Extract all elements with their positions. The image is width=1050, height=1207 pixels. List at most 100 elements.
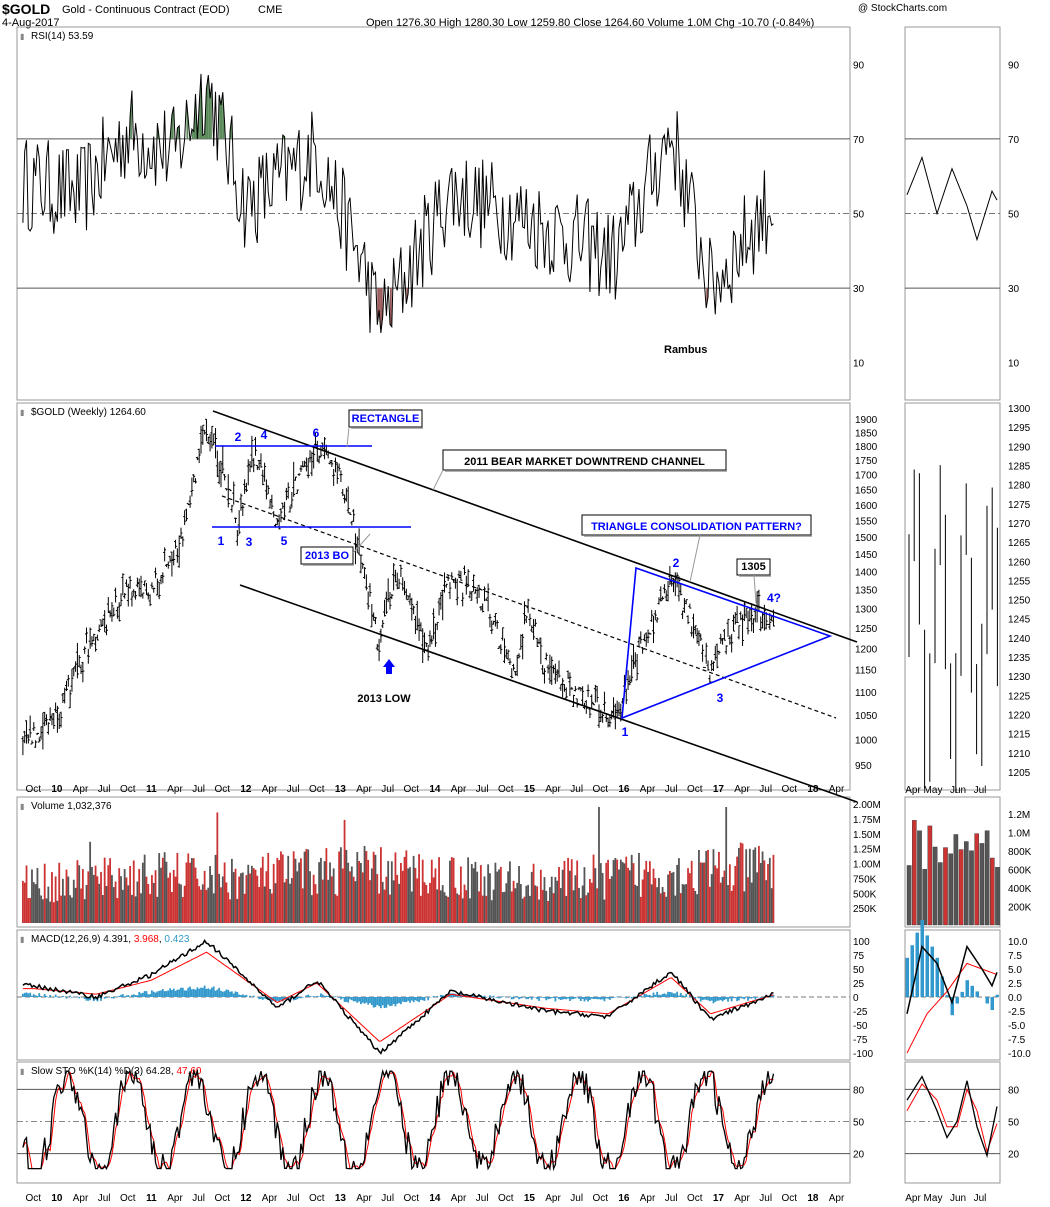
macd-hist-bar bbox=[541, 997, 544, 998]
macd-hist-bar bbox=[698, 997, 700, 999]
volume-bar bbox=[518, 866, 520, 923]
macd-hist-bar bbox=[598, 997, 600, 1000]
macd-hist-bar bbox=[350, 997, 353, 1001]
volume-bar bbox=[283, 882, 286, 923]
volume-bar bbox=[712, 849, 715, 923]
volume-bar bbox=[752, 849, 755, 923]
macd-tick: 25 bbox=[853, 979, 865, 990]
macd-hist-bar bbox=[676, 991, 679, 997]
volume-bar bbox=[212, 893, 215, 923]
volume-bar bbox=[40, 895, 42, 923]
macd-side-hist bbox=[910, 945, 914, 997]
volume-bar bbox=[494, 862, 497, 923]
macd-side-tick: -2.5 bbox=[1008, 1007, 1026, 1018]
price-x-label: Oct bbox=[593, 784, 609, 795]
sto-icon: ▮ bbox=[20, 1067, 24, 1076]
price-tick: 1600 bbox=[855, 501, 878, 512]
volume-bar bbox=[198, 886, 201, 923]
macd-hist-bar bbox=[390, 997, 393, 1006]
macd-hist-bar bbox=[498, 997, 500, 999]
volume-bar bbox=[31, 869, 33, 923]
macd-hist-bar bbox=[396, 997, 399, 1004]
macd-hist-bar bbox=[370, 997, 373, 1005]
volume-bar bbox=[125, 877, 128, 923]
price-x-label: Jul bbox=[287, 784, 300, 795]
volume-bar bbox=[171, 891, 173, 923]
macd-hist-bar bbox=[590, 997, 593, 999]
volume-bar bbox=[111, 875, 113, 923]
macd-hist-bar bbox=[136, 995, 139, 997]
macd-hist-bar bbox=[167, 990, 170, 997]
macd-hist-bar bbox=[296, 997, 299, 1000]
price-x-label: 17 bbox=[713, 784, 725, 795]
sto-tick: 80 bbox=[853, 1085, 865, 1096]
sto-x-label: 13 bbox=[335, 1193, 347, 1204]
volume-bar bbox=[516, 882, 519, 923]
volume-bar bbox=[54, 876, 57, 923]
volume-side-bar bbox=[906, 865, 912, 926]
volume-side-tick: 600K bbox=[1008, 866, 1032, 877]
macd-hist-bar bbox=[105, 997, 108, 999]
volume-bar bbox=[439, 890, 442, 923]
volume-bar bbox=[294, 858, 297, 923]
triangle-pointer bbox=[689, 534, 701, 583]
volume-tick: 250K bbox=[853, 904, 877, 915]
volume-bar bbox=[489, 873, 491, 923]
macd-side-hist bbox=[935, 957, 939, 997]
volume-bar bbox=[643, 869, 646, 923]
rsi-line bbox=[22, 73, 774, 333]
macd-hist-bar bbox=[131, 994, 133, 997]
macd-hist-bar bbox=[741, 997, 744, 999]
macd-hist-bar bbox=[320, 993, 322, 997]
macd-hist-bar bbox=[409, 997, 411, 1003]
macd-hist-bar bbox=[679, 992, 682, 997]
volume-bar bbox=[676, 864, 679, 923]
sto-d-line bbox=[22, 1070, 774, 1170]
macd-hist-bar bbox=[54, 994, 57, 997]
macd-hist-bar bbox=[563, 997, 566, 1000]
volume-bar bbox=[550, 876, 553, 923]
volume-side-bar bbox=[927, 825, 933, 926]
price-tick: 1500 bbox=[855, 533, 878, 544]
macd-hist-bar bbox=[232, 993, 235, 997]
volume-bar bbox=[688, 873, 691, 923]
volume-bar bbox=[728, 864, 731, 923]
volume-bar bbox=[719, 882, 722, 923]
macd-hist-bar bbox=[210, 987, 213, 997]
volume-bar bbox=[301, 888, 304, 923]
volume-bar bbox=[636, 885, 639, 923]
volume-bar bbox=[745, 849, 748, 923]
macd-hist-bar bbox=[367, 997, 370, 1005]
p1305-pointer bbox=[753, 574, 757, 604]
volume-bar bbox=[154, 870, 157, 923]
macd-hist-bar bbox=[249, 995, 251, 997]
volume-side-bar bbox=[958, 849, 964, 926]
volume-bar bbox=[630, 854, 633, 923]
macd-hist-bar bbox=[585, 997, 588, 1000]
sto-x-label: Oct bbox=[498, 1193, 514, 1204]
volume-bar bbox=[398, 883, 400, 923]
volume-bar bbox=[541, 889, 544, 923]
volume-bar bbox=[100, 871, 102, 923]
volume-bar bbox=[690, 860, 693, 923]
volume-bar bbox=[628, 870, 631, 923]
macd-hist-bar bbox=[172, 988, 175, 997]
price-x-label: Oct bbox=[26, 784, 42, 795]
macd-hist-bar bbox=[572, 997, 575, 999]
volume-bar bbox=[747, 877, 749, 923]
volume-bar bbox=[759, 862, 762, 923]
macd-hist-bar bbox=[140, 993, 142, 997]
volume-bar bbox=[594, 868, 597, 923]
volume-bar bbox=[772, 854, 775, 923]
macd-hist-bar bbox=[216, 989, 219, 997]
volume-bar bbox=[71, 897, 73, 923]
macd-hist-bar bbox=[236, 992, 239, 997]
macd-hist-bar bbox=[389, 997, 391, 1007]
macd-side-tick: 5.0 bbox=[1008, 965, 1022, 976]
sto-side-x-label: Jul bbox=[974, 1193, 987, 1204]
price-tick: 1000 bbox=[855, 735, 878, 746]
volume-bar bbox=[443, 892, 446, 923]
price-x-label: Jul bbox=[98, 784, 111, 795]
macd-side-tick: -10.0 bbox=[1008, 1049, 1031, 1060]
macd-hist-bar bbox=[712, 997, 715, 1004]
